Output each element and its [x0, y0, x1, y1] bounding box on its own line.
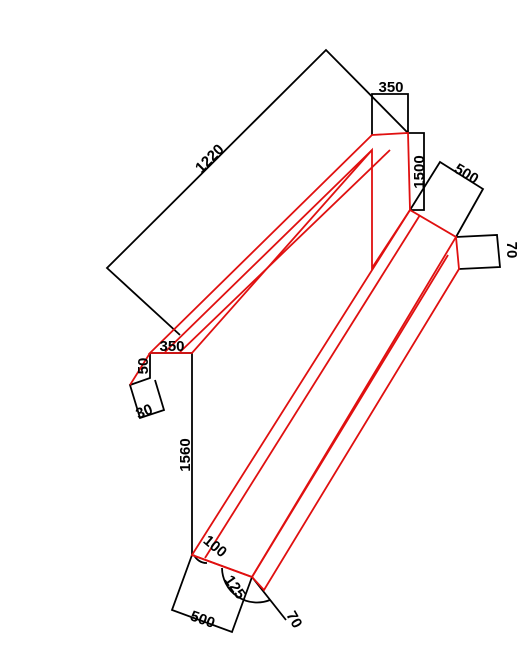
bottom-flange-red — [191, 554, 253, 578]
dim-right-flange-width: 500 — [451, 160, 481, 187]
top-tilted-panel — [105, 48, 409, 336]
top-right-vertical — [408, 132, 425, 211]
main-diagonal-body — [190, 208, 458, 579]
right-lower-profile — [251, 236, 460, 592]
dim-left-hook-tip: 30 — [133, 401, 155, 423]
dim-top-cap-width: 350 — [378, 79, 403, 96]
dim-right-flange-edge: 70 — [503, 242, 520, 259]
left-hook — [128, 353, 166, 420]
upper-profile-band — [147, 132, 411, 354]
right-edge-tab — [455, 234, 501, 270]
upper-inner-line-1 — [164, 149, 373, 353]
main-diagonal-inner — [204, 214, 421, 559]
dim-top-right-height: 1500 — [411, 155, 428, 188]
dim-top-long-edge: 1220 — [192, 141, 228, 177]
right-flange — [409, 160, 485, 238]
dim-left-vertical-height: 1560 — [177, 438, 194, 471]
dim-left-cap-width: 350 — [159, 338, 184, 355]
profile-geometry — [129, 132, 460, 592]
dim-bottom-flange-width: 500 — [188, 608, 217, 633]
upper-inner-line-2 — [179, 149, 391, 353]
top-cap — [371, 93, 409, 135]
angle-arc-right — [221, 567, 271, 604]
dim-bottom-flange-edge: 70 — [282, 608, 305, 631]
bottom-flange — [170, 554, 253, 634]
left-hook-red — [129, 352, 151, 386]
right-lower-inner — [251, 254, 449, 578]
dim-left-hook-short: 50 — [135, 358, 152, 375]
